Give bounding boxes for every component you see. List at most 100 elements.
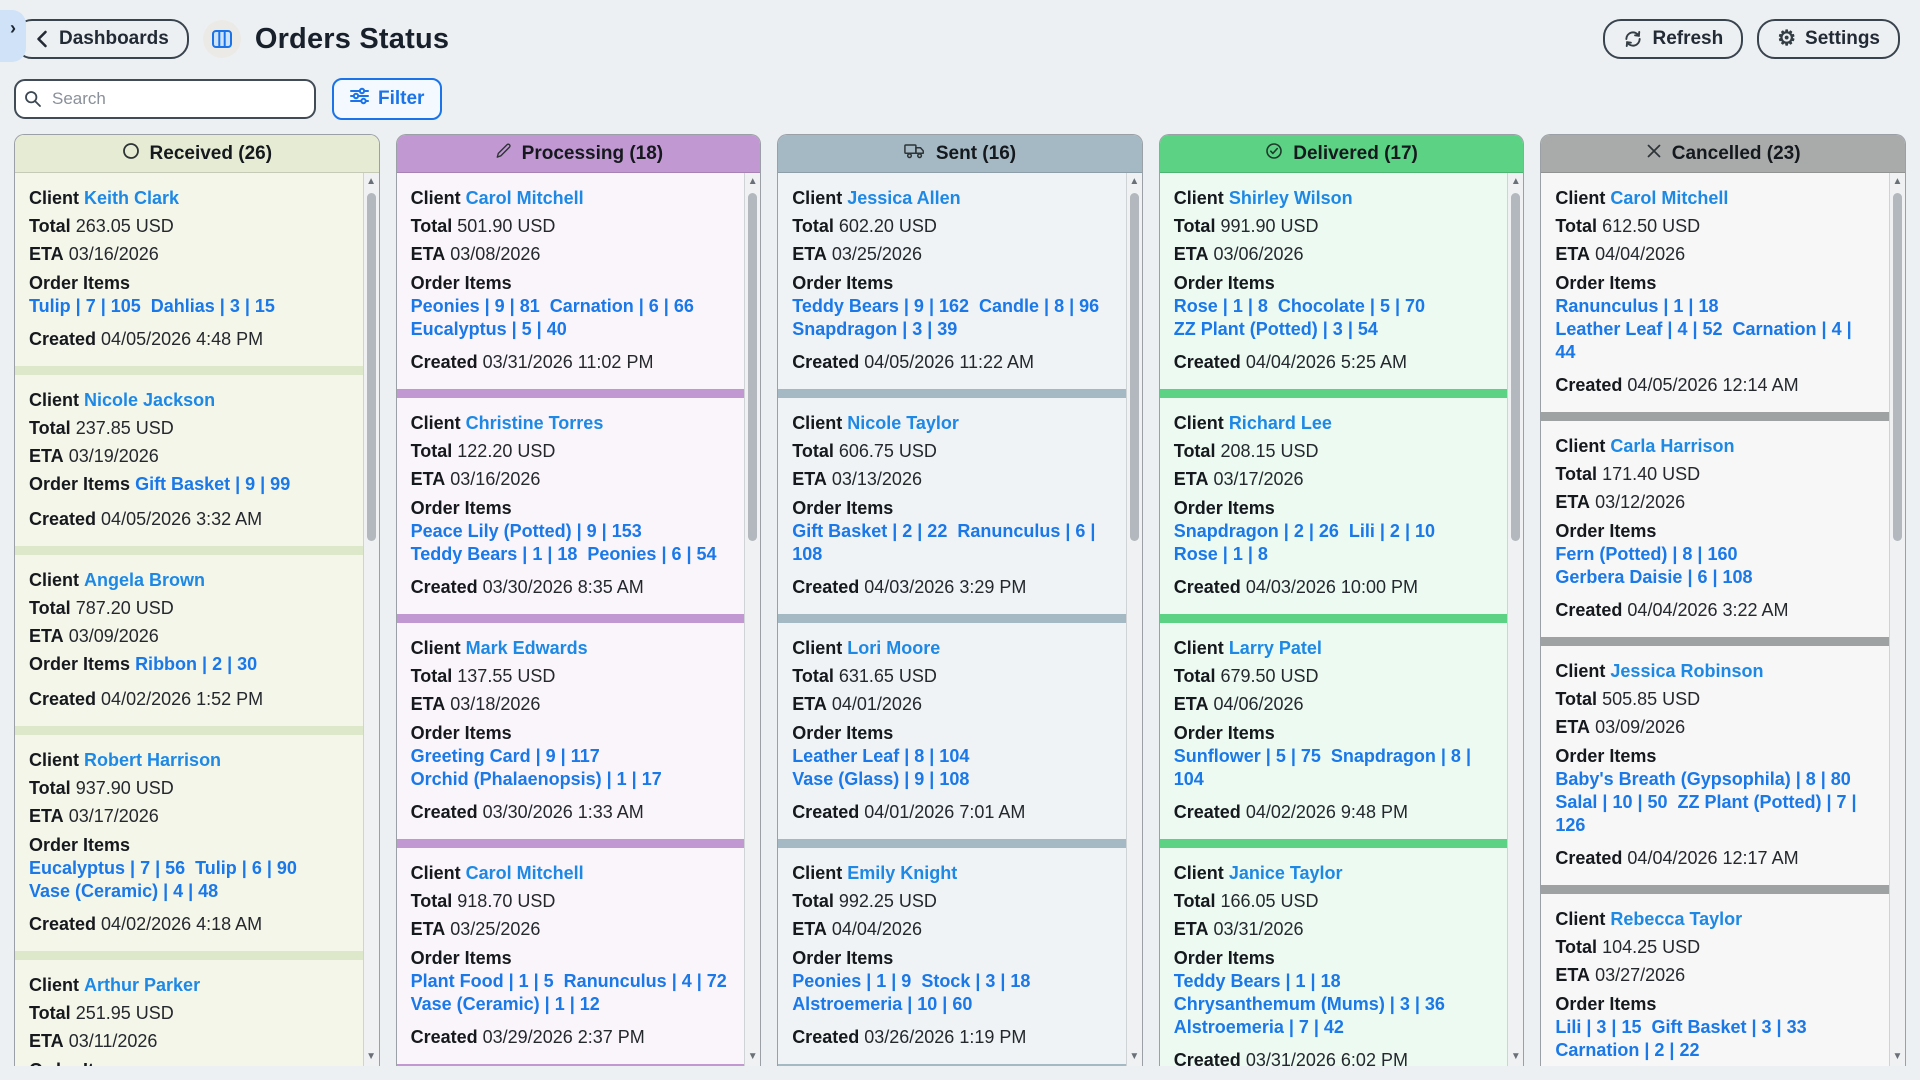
refresh-button[interactable]: Refresh	[1603, 19, 1744, 59]
search-input[interactable]	[14, 79, 316, 119]
order-item-line[interactable]: Rose | 1 | 8	[1173, 544, 1268, 564]
order-item-line[interactable]: Orchid (Phalaenopsis) | 1 | 17	[410, 769, 662, 789]
order-item-line[interactable]: Baby's Breath (Gypsophila) | 8 | 80	[1555, 769, 1851, 789]
client-value[interactable]: Jessica Robinson	[1610, 661, 1764, 681]
column-scrollbar[interactable]: ▲ ▼	[1125, 173, 1142, 1066]
order-item-line[interactable]: Vase (Ceramic) | 4 | 48	[29, 881, 219, 901]
order-item-line[interactable]: Ranunculus | 1 | 18	[1555, 296, 1719, 316]
client-value[interactable]: Jessica Allen	[847, 188, 961, 208]
client-value[interactable]: Robert Harrison	[84, 750, 222, 770]
order-item-line[interactable]: Teddy Bears | 9 | 162 Candle | 8 | 96	[792, 296, 1100, 316]
client-value[interactable]: Carol Mitchell	[465, 188, 584, 208]
order-items-value[interactable]: Gift Basket | 9 | 99	[135, 474, 291, 494]
client-value[interactable]: Shirley Wilson	[1228, 188, 1353, 208]
client-value[interactable]: Emily Knight	[847, 863, 958, 883]
order-item-line[interactable]: Teddy Bears | 1 | 18	[1173, 971, 1341, 991]
column-scrollbar[interactable]: ▲ ▼	[362, 173, 379, 1066]
order-item-line[interactable]: Leather Leaf | 8 | 104	[792, 746, 970, 766]
order-card[interactable]: Client Carol Mitchell Total 918.70 USD ETA…	[396, 848, 745, 1064]
scroll-up-arrow[interactable]: ▲	[1129, 176, 1140, 187]
order-item-line[interactable]: Lili | 3 | 15 Gift Basket | 3 | 33	[1555, 1017, 1807, 1037]
order-card[interactable]: Client Larry Patel Total 679.50 USD ETA 04…	[1159, 623, 1508, 839]
order-card[interactable]: Client Richard Lee Total 208.15 USD ETA 03…	[1159, 398, 1508, 614]
order-card[interactable]: Client Robert Harrison Total 937.90 USD ET…	[15, 735, 363, 951]
client-value[interactable]: Arthur Parker	[84, 975, 201, 995]
scrollbar-thumb[interactable]	[1511, 193, 1521, 541]
order-items-value[interactable]: Ribbon | 2 | 30	[135, 654, 258, 674]
order-item-line[interactable]: Gift Basket | 2 | 22 Ranunculus | 6 | 10…	[792, 521, 1101, 564]
order-item-line[interactable]: Tulip | 7 | 105 Dahlias | 3 | 15	[29, 296, 275, 316]
order-card[interactable]: Client Christine Torres Total 122.20 USD E…	[396, 398, 745, 614]
order-item-line[interactable]: Greeting Card | 9 | 117	[410, 746, 600, 766]
order-card[interactable]: Client Angela Brown Total 787.20 USD ETA 0…	[15, 555, 363, 726]
client-value[interactable]: Angela Brown	[84, 570, 206, 590]
client-value[interactable]: Nicole Jackson	[84, 390, 216, 410]
scroll-up-arrow[interactable]: ▲	[1510, 176, 1521, 187]
order-item-line[interactable]: Snapdragon | 2 | 26 Lili | 2 | 10	[1173, 521, 1436, 541]
order-item-line[interactable]: Teddy Bears | 1 | 18 Peonies | 6 | 54	[410, 544, 717, 564]
scroll-down-arrow[interactable]: ▼	[1129, 1051, 1140, 1062]
order-card[interactable]: Client Carol Mitchell Total 501.90 USD ETA…	[396, 173, 745, 389]
order-item-line[interactable]: Alstroemeria | 10 | 60	[792, 994, 973, 1014]
settings-button[interactable]: ⚙ Settings	[1757, 19, 1900, 59]
order-card[interactable]: Client Shirley Wilson Total 991.90 USD ETA…	[1159, 173, 1508, 389]
client-value[interactable]: Carol Mitchell	[465, 863, 584, 883]
client-value[interactable]: Carol Mitchell	[1610, 188, 1729, 208]
order-item-line[interactable]: Gerbera Daisie | 6 | 108	[1555, 567, 1753, 587]
order-item-line[interactable]: Vase (Glass) | 9 | 108	[792, 769, 970, 789]
order-card[interactable]: Client Emily Knight Total 992.25 USD ETA 0…	[778, 848, 1126, 1064]
order-item-line[interactable]: ZZ Plant (Potted) | 3 | 54	[1173, 319, 1378, 339]
order-item-line[interactable]: Rose | 1 | 8 Chocolate | 5 | 70	[1173, 296, 1426, 316]
order-item-line[interactable]: Fern (Potted) | 8 | 160	[1555, 544, 1738, 564]
scrollbar-thumb[interactable]	[1129, 193, 1139, 541]
scroll-up-arrow[interactable]: ▲	[366, 176, 377, 187]
order-card[interactable]: Client Keith Clark Total 263.05 USD ETA 03…	[15, 173, 363, 366]
client-value[interactable]: Rebecca Taylor	[1610, 909, 1743, 929]
order-card[interactable]: Client Janice Taylor Total 166.05 USD ETA …	[1159, 848, 1508, 1066]
order-card[interactable]: Client Carla Harrison Total 171.40 USD ETA…	[1541, 421, 1889, 637]
client-value[interactable]: Lori Moore	[847, 638, 941, 658]
order-card[interactable]: Client Nicole Taylor Total 606.75 USD ETA …	[778, 398, 1126, 614]
order-item-line[interactable]: Plant Food | 1 | 5 Ranunculus | 4 | 72	[410, 971, 727, 991]
order-item-line[interactable]: Peonies | 1 | 9 Stock | 3 | 18	[792, 971, 1031, 991]
order-item-line[interactable]: Eucalyptus | 7 | 56 Tulip | 6 | 90	[29, 858, 297, 878]
order-item-line[interactable]: Snapdragon | 3 | 39	[792, 319, 958, 339]
order-item-line[interactable]: Sunflower | 5 | 75 Snapdragon | 8 | 104	[1173, 746, 1476, 789]
client-value[interactable]: Larry Patel	[1228, 638, 1322, 658]
order-card[interactable]: Client Carol Mitchell Total 612.50 USD ETA…	[1541, 173, 1889, 412]
order-card[interactable]: Client Lori Moore Total 631.65 USD ETA 04/…	[778, 623, 1126, 839]
order-item-line[interactable]: Peace Lily (Potted) | 9 | 153	[410, 521, 642, 541]
scroll-down-arrow[interactable]: ▼	[747, 1051, 758, 1062]
order-card[interactable]: Client Mark Edwards Total 137.55 USD ETA 0…	[396, 623, 745, 839]
order-card[interactable]: Client Jessica Allen Total 602.20 USD ETA …	[778, 173, 1126, 389]
scroll-down-arrow[interactable]: ▼	[1892, 1051, 1903, 1062]
order-card[interactable]: Client Rebecca Taylor Total 104.25 USD ETA…	[1541, 894, 1889, 1066]
client-value[interactable]: Richard Lee	[1228, 413, 1332, 433]
order-item-line[interactable]: Carnation | 2 | 22	[1555, 1040, 1700, 1060]
column-scrollbar[interactable]: ▲ ▼	[1507, 173, 1524, 1066]
scroll-down-arrow[interactable]: ▼	[366, 1051, 377, 1062]
sidebar-expand-handle[interactable]: ›	[0, 10, 26, 62]
scrollbar-thumb[interactable]	[1892, 193, 1902, 541]
order-item-line[interactable]: Eucalyptus | 5 | 40	[410, 319, 567, 339]
order-item-line[interactable]: Vase (Ceramic) | 1 | 12	[410, 994, 600, 1014]
filter-button[interactable]: Filter	[332, 78, 443, 120]
column-scrollbar[interactable]: ▲ ▼	[744, 173, 761, 1066]
order-item-line[interactable]: Salal | 10 | 50 ZZ Plant (Potted) | 7 | …	[1555, 792, 1862, 835]
scroll-down-arrow[interactable]: ▼	[1510, 1051, 1521, 1062]
order-item-line[interactable]: Chrysanthemum (Mums) | 3 | 36	[1173, 994, 1445, 1014]
order-card[interactable]: Client Jessica Robinson Total 505.85 USD E…	[1541, 646, 1889, 885]
client-value[interactable]: Keith Clark	[84, 188, 180, 208]
order-item-line[interactable]: Peonies | 9 | 81 Carnation | 6 | 66	[410, 296, 694, 316]
scrollbar-thumb[interactable]	[366, 193, 376, 541]
client-value[interactable]: Mark Edwards	[465, 638, 588, 658]
client-value[interactable]: Janice Taylor	[1228, 863, 1343, 883]
column-scrollbar[interactable]: ▲ ▼	[1888, 173, 1905, 1066]
client-value[interactable]: Nicole Taylor	[847, 413, 959, 433]
order-card[interactable]: Client Arthur Parker Total 251.95 USD ETA …	[15, 960, 363, 1066]
order-item-line[interactable]: Alstroemeria | 7 | 42	[1173, 1017, 1344, 1037]
back-to-dashboards-button[interactable]: Dashboards	[14, 19, 189, 59]
scroll-up-arrow[interactable]: ▲	[747, 176, 758, 187]
scrollbar-thumb[interactable]	[748, 193, 758, 541]
order-card[interactable]: Client Nicole Jackson Total 237.85 USD ETA…	[15, 375, 363, 546]
